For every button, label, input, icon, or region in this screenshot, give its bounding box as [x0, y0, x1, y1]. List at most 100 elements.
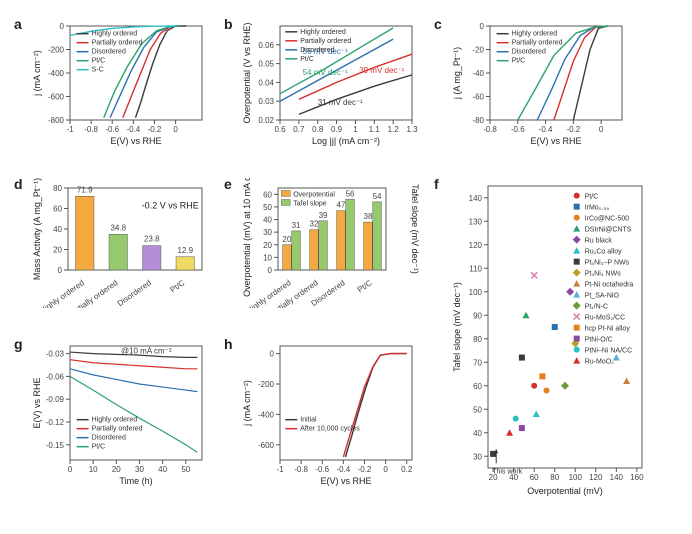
svg-text:Pt₅Ni₃–P NWs: Pt₅Ni₃–P NWs	[585, 260, 630, 267]
svg-text:PtNi-O/C: PtNi-O/C	[585, 337, 613, 344]
svg-text:40: 40	[53, 225, 62, 234]
svg-text:-0.06: -0.06	[46, 372, 65, 381]
svg-text:20: 20	[283, 235, 292, 244]
bar	[176, 257, 194, 270]
panel-label-h: h	[224, 336, 233, 352]
series-line	[345, 354, 406, 457]
svg-text:-200: -200	[48, 46, 65, 55]
svg-text:40: 40	[263, 216, 272, 225]
svg-text:0: 0	[58, 266, 63, 275]
svg-text:-0.2: -0.2	[566, 125, 580, 134]
svg-text:IrCo@NC-500: IrCo@NC-500	[585, 216, 630, 223]
svg-text:0.05: 0.05	[258, 60, 274, 69]
svg-text:1.1: 1.1	[369, 125, 381, 134]
svg-text:Pt₁/N-C: Pt₁/N-C	[585, 304, 608, 311]
svg-text:IrMo₀.₅₉: IrMo₀.₅₉	[585, 205, 610, 212]
svg-text:31 mV dec⁻¹: 31 mV dec⁻¹	[318, 98, 363, 107]
svg-text:-40: -40	[472, 69, 484, 78]
svg-text:-600: -600	[258, 441, 275, 450]
svg-text:-1: -1	[66, 125, 74, 134]
svg-text:0.2: 0.2	[401, 465, 413, 474]
svg-text:Pt_SA-NiO: Pt_SA-NiO	[585, 293, 620, 300]
bar	[373, 202, 382, 270]
svg-text:j (mA cm⁻²): j (mA cm⁻²)	[32, 50, 42, 97]
svg-text:10: 10	[89, 465, 98, 474]
chart-line: 01020304050-0.15-0.12-0.09-0.06-0.03Time…	[30, 338, 210, 488]
chart-line: 0.60.70.80.911.11.21.30.020.030.040.050.…	[240, 18, 420, 148]
svg-text:-20: -20	[472, 46, 484, 55]
svg-text:0.03: 0.03	[258, 97, 274, 106]
bar	[292, 231, 301, 270]
panel-e: 0102030405060Overpotential (mV) at 10 mA…	[240, 178, 420, 308]
panel-c: -0.8-0.6-0.4-0.20-80-60-40-200E(V) vs RH…	[450, 18, 630, 148]
svg-text:Highly ordered: Highly ordered	[92, 31, 138, 38]
svg-text:0.06: 0.06	[258, 41, 274, 50]
svg-text:-0.2: -0.2	[358, 465, 372, 474]
series-line	[573, 26, 608, 120]
svg-text:0.02: 0.02	[258, 116, 274, 125]
chart-line: -1-0.8-0.6-0.4-0.200.2-600-400-2000E(V) …	[240, 338, 420, 488]
svg-text:0.9: 0.9	[331, 125, 343, 134]
svg-text:After 10,000 cycles: After 10,000 cycles	[300, 426, 360, 433]
svg-text:-1: -1	[276, 465, 284, 474]
svg-text:Ru black: Ru black	[585, 238, 613, 245]
svg-text:140: 140	[469, 194, 483, 203]
svg-text:60: 60	[530, 473, 539, 482]
svg-text:Partially ordered: Partially ordered	[92, 40, 143, 47]
svg-text:90: 90	[473, 311, 482, 320]
svg-text:Disordered: Disordered	[512, 49, 546, 56]
svg-text:Pt-Ni octahedra: Pt-Ni octahedra	[585, 282, 634, 289]
svg-text:-400: -400	[48, 69, 65, 78]
svg-text:Pt/C: Pt/C	[512, 58, 526, 65]
svg-text:50: 50	[263, 203, 272, 212]
svg-text:Pt/C: Pt/C	[168, 278, 186, 294]
svg-text:E(V) vs RHE: E(V) vs RHE	[32, 377, 42, 428]
svg-text:Pt/C: Pt/C	[585, 194, 599, 201]
svg-text:Overpotential (mV): Overpotential (mV)	[527, 486, 603, 496]
svg-text:0.8: 0.8	[312, 125, 324, 134]
bar	[346, 199, 355, 270]
svg-text:100: 100	[469, 288, 483, 297]
svg-text:12.9: 12.9	[177, 246, 193, 255]
bar	[76, 196, 94, 270]
svg-text:30: 30	[135, 465, 144, 474]
svg-text:-0.4: -0.4	[336, 465, 350, 474]
chart-scatter: 2040608010012014016030405060708090100110…	[450, 178, 650, 498]
svg-text:80: 80	[550, 473, 559, 482]
panel-b: 0.60.70.80.911.11.21.30.020.030.040.050.…	[240, 18, 420, 148]
chart-grouped-bar-dual: 0102030405060Overpotential (mV) at 10 mA…	[240, 178, 420, 308]
svg-text:Partially ordered: Partially ordered	[92, 426, 143, 433]
svg-text:0: 0	[480, 22, 485, 31]
svg-text:39: 39	[319, 211, 328, 220]
svg-text:0: 0	[68, 465, 73, 474]
svg-text:-0.2 V vs RHE: -0.2 V vs RHE	[142, 201, 199, 211]
bar	[143, 246, 161, 270]
svg-text:hcp Pt-Ni alloy: hcp Pt-Ni alloy	[585, 326, 631, 333]
svg-text:-0.8: -0.8	[483, 125, 497, 134]
bar	[337, 211, 346, 270]
svg-text:Disordered: Disordered	[92, 435, 126, 442]
svg-text:0.04: 0.04	[258, 78, 274, 87]
bar	[283, 245, 292, 270]
panel-g: 01020304050-0.15-0.12-0.09-0.06-0.03Time…	[30, 338, 210, 488]
svg-text:20: 20	[112, 465, 121, 474]
svg-text:0: 0	[173, 125, 178, 134]
svg-text:DSIrNi@CNTS: DSIrNi@CNTS	[585, 227, 632, 234]
svg-text:140: 140	[610, 473, 624, 482]
svg-text:Pt/C: Pt/C	[356, 278, 374, 294]
svg-text:@10 mA cm⁻²: @10 mA cm⁻²	[121, 347, 172, 356]
chart-line: -1-0.8-0.6-0.4-0.20-800-600-400-2000E(V)…	[30, 18, 210, 148]
svg-text:10: 10	[263, 253, 272, 262]
bar	[364, 222, 373, 270]
svg-text:-400: -400	[258, 410, 275, 419]
svg-text:1.3: 1.3	[406, 125, 418, 134]
svg-text:32: 32	[310, 220, 319, 229]
svg-text:1: 1	[353, 125, 358, 134]
svg-text:Initial: Initial	[300, 417, 317, 424]
svg-text:-0.15: -0.15	[46, 441, 65, 450]
svg-text:-200: -200	[258, 380, 275, 389]
svg-text:50: 50	[181, 465, 190, 474]
svg-text:Ru₂Co alloy: Ru₂Co alloy	[585, 249, 622, 256]
svg-text:Highly ordered: Highly ordered	[512, 31, 558, 38]
panel-h: -1-0.8-0.6-0.4-0.200.2-600-400-2000E(V) …	[240, 338, 420, 488]
